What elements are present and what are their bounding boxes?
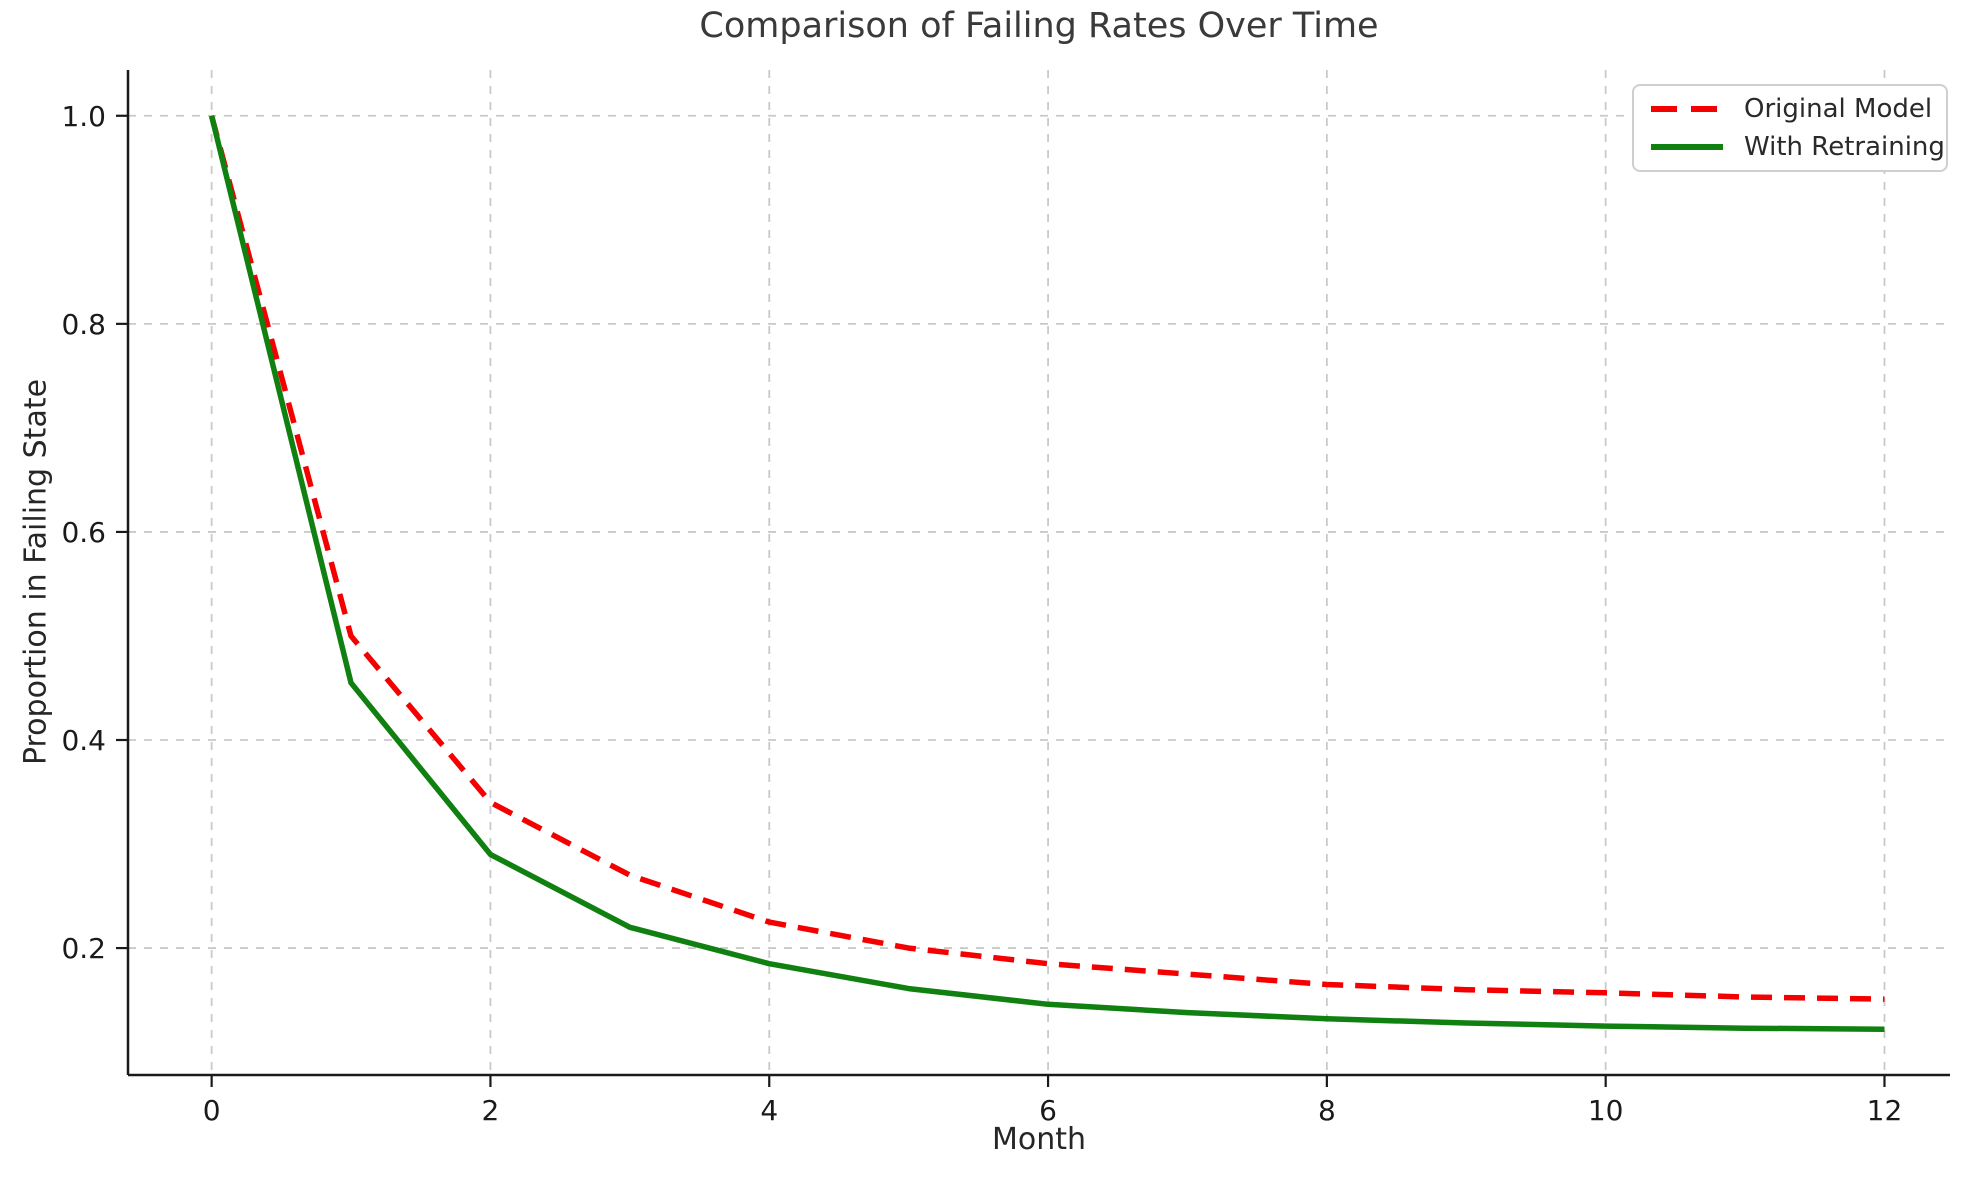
x-tick-label: 0 [203,1094,221,1127]
x-tick-label: 12 [1867,1094,1903,1127]
series-line-with-retraining [208,115,1885,1032]
legend-line-dashed-icon [1651,106,1723,112]
x-tick-label: 2 [482,1094,500,1127]
y-tick-label: 0.8 [61,308,106,341]
x-tick-label: 4 [760,1094,778,1127]
y-tick-label: 1.0 [61,100,106,133]
series-line-original-model [208,115,1885,1002]
legend-label-with-retraining: With Retraining [1744,132,1945,162]
y-axis-label: Proportion in Failing State [18,378,54,766]
y-tick-label: 0.4 [61,724,106,757]
legend-item-original-model: Original Model [1650,94,1933,124]
legend-item-with-retraining: With Retraining [1650,132,1945,162]
legend: Original Model With Retraining [1632,84,1948,172]
x-tick-label: 6 [1039,1094,1057,1127]
y-tick-label: 0.6 [61,516,106,549]
x-tick-label: 10 [1588,1094,1624,1127]
y-tick-label: 0.2 [61,932,106,965]
x-axis-label: Month [991,1122,1087,1157]
x-tick-label: 8 [1318,1094,1336,1127]
legend-line-solid-icon [1651,144,1723,150]
chart-title: Comparison of Failing Rates Over Time [699,6,1379,46]
legend-label-original-model: Original Model [1744,94,1933,124]
